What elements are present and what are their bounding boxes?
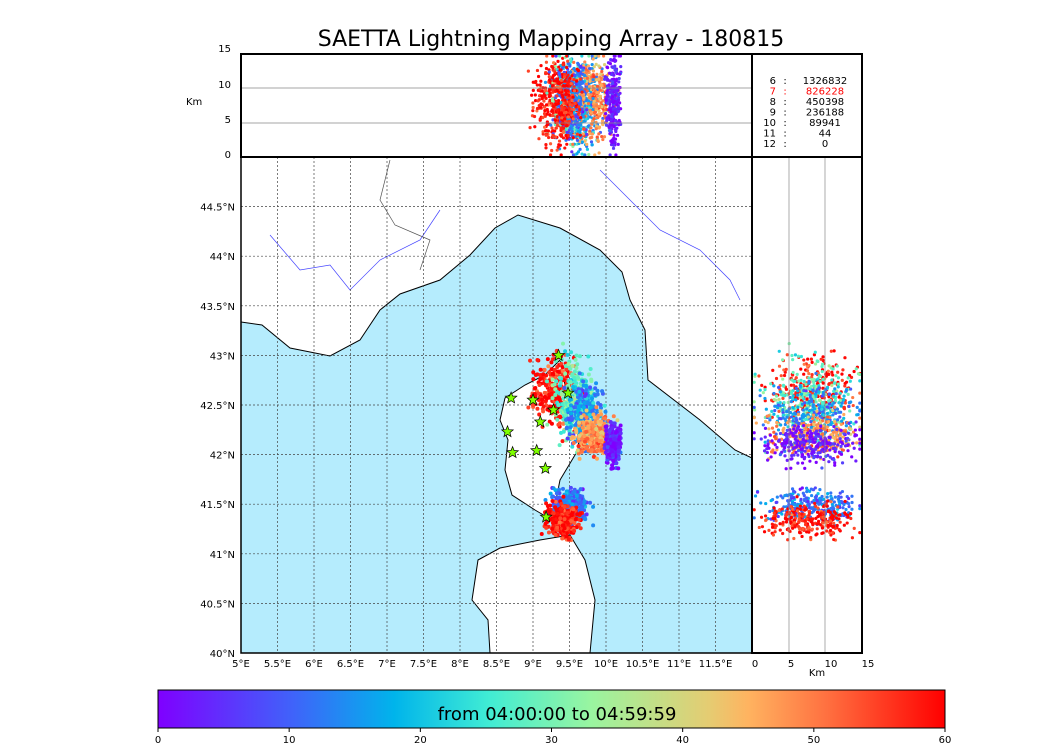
station-star-icon — [529, 443, 544, 457]
station-count-row: 12: 0 — [763, 139, 828, 150]
separator: : — [783, 97, 786, 108]
colorbar-tick-label: 30 — [545, 735, 558, 746]
lon-tick-label: 11.5°E — [699, 659, 733, 670]
station-star-icon — [546, 403, 561, 416]
lat-tick-label: 44°N — [210, 252, 235, 263]
colorbar-tick-label: 40 — [676, 735, 689, 746]
station-count-table: 6: 1326832 7: 826228 8: 450398 9: 236188 10: 8994… — [763, 76, 847, 150]
station-count-row: 11: 44 — [763, 129, 831, 140]
station-count-row: 8: 450398 — [770, 97, 844, 108]
station-number: 6 — [770, 76, 776, 87]
lightning-cluster-altitude — [603, 54, 623, 157]
top-ytick: 0 — [225, 150, 231, 161]
lat-tick-label: 40°N — [210, 649, 235, 660]
lightning-points-lat-altitude — [752, 341, 862, 542]
lon-tick-label: 5°E — [232, 659, 250, 670]
source-count: 89941 — [809, 118, 841, 129]
lat-tick-label: 41.5°N — [200, 500, 235, 511]
lon-tick-label: 11°E — [667, 659, 691, 670]
lat-tick-label: 40.5°N — [200, 599, 235, 610]
separator: : — [783, 87, 786, 98]
lat-tick-label: 41°N — [210, 550, 235, 561]
right-xtick: 15 — [862, 659, 875, 670]
station-number: 7 — [770, 87, 776, 98]
source-count: 1326832 — [803, 76, 848, 87]
chart-title: SAETTA Lightning Mapping Array - 180815 — [318, 27, 785, 52]
station-number: 10 — [763, 118, 776, 129]
station-star-icon — [561, 386, 575, 399]
lon-tick-label: 10.5°E — [626, 659, 660, 670]
source-count: 236188 — [806, 108, 844, 119]
lon-tick-label: 6.5°E — [337, 659, 364, 670]
separator: : — [783, 76, 786, 87]
lightning-cluster-lat-alt — [752, 420, 862, 471]
lightning-cluster — [602, 419, 623, 471]
station-star-icon — [551, 348, 566, 362]
colorbar-label: from 04:00:00 to 04:59:59 — [438, 704, 677, 725]
map-panel — [241, 157, 752, 653]
sardinia — [471, 534, 596, 653]
lon-tick-label: 5.5°E — [264, 659, 291, 670]
station-star-icon — [504, 391, 518, 404]
separator: : — [783, 129, 786, 140]
source-count: 44 — [819, 129, 832, 140]
lat-tick-label: 44.5°N — [200, 203, 235, 214]
station-number: 12 — [763, 139, 776, 150]
colorbar-tick-label: 50 — [807, 735, 820, 746]
station-count-row: 7: 826228 — [770, 87, 844, 98]
station-star-icon — [538, 461, 553, 475]
lightning-points-altitude-lon — [526, 54, 623, 157]
lat-tick-label: 42.5°N — [200, 401, 235, 412]
right-xtick: 10 — [825, 659, 838, 670]
colorbar-tick-label: 60 — [939, 735, 952, 746]
lightning-cluster-altitude — [540, 54, 584, 157]
station-star-icon — [500, 424, 515, 438]
lon-tick-label: 9.5°E — [556, 659, 583, 670]
station-star-icon — [505, 445, 520, 459]
lightning-cluster — [539, 494, 585, 543]
station-star-icon — [533, 414, 547, 428]
separator: : — [783, 108, 786, 119]
station-count-row: 6: 1326832 — [770, 76, 848, 87]
lon-tick-label: 10°E — [594, 659, 618, 670]
source-count: 826228 — [806, 87, 844, 98]
station-count-row: 9: 236188 — [770, 108, 844, 119]
separator: : — [783, 139, 786, 150]
station-number: 11 — [763, 129, 776, 140]
right-xlabel: Km — [809, 668, 825, 679]
lightning-points-map — [526, 341, 623, 543]
lon-tick-label: 7°E — [378, 659, 396, 670]
rivers — [269, 209, 441, 291]
lon-tick-label: 6°E — [305, 659, 323, 670]
top-ylabel: Km — [186, 97, 202, 108]
station-star-icon — [539, 510, 553, 523]
station-star-icon — [526, 393, 540, 406]
colorbar-tick-label: 20 — [414, 735, 427, 746]
station-count-row: 10: 89941 — [763, 118, 841, 129]
top-ytick: 15 — [218, 44, 231, 55]
lightning-cluster-lat-alt — [752, 495, 862, 542]
colorbar-tick-label: 0 — [155, 735, 161, 746]
station-number: 8 — [770, 97, 776, 108]
lon-tick-label: 9°E — [524, 659, 542, 670]
source-count: 450398 — [806, 97, 844, 108]
lon-tick-label: 7.5°E — [410, 659, 437, 670]
lon-tick-label: 8°E — [451, 659, 469, 670]
top-ytick: 5 — [225, 115, 231, 126]
lat-tick-label: 42°N — [210, 451, 235, 462]
lightning-cluster-lat-alt — [752, 486, 862, 528]
lon-tick-label: 8.5°E — [483, 659, 510, 670]
lightning-cluster — [569, 405, 621, 461]
stations — [500, 348, 575, 523]
station-number: 9 — [770, 108, 776, 119]
separator: : — [783, 118, 786, 129]
colorbar-tick-label: 10 — [283, 735, 296, 746]
source-count: 0 — [822, 139, 828, 150]
lat-tick-label: 43.5°N — [200, 302, 235, 313]
right-xtick: 5 — [788, 659, 794, 670]
right-xtick: 0 — [752, 659, 758, 670]
lat-tick-label: 43°N — [210, 351, 235, 362]
top-ytick: 10 — [218, 80, 231, 91]
